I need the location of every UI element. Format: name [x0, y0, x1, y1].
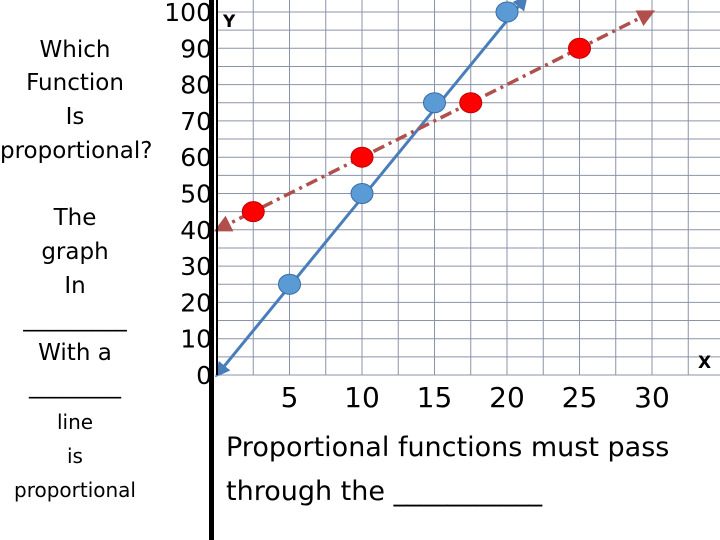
answer-line: is — [67, 444, 83, 468]
question-line: Function — [26, 70, 124, 96]
question-line: Is — [65, 104, 85, 130]
y-tick-label: 10 — [180, 325, 212, 354]
answer-line: graph — [41, 239, 109, 265]
x-tick-label: 30 — [634, 381, 670, 414]
blue-data-point — [278, 273, 301, 295]
y-tick-label: 40 — [180, 216, 212, 245]
answer-line: proportional — [14, 478, 136, 502]
question-panel: Which Function Is proportional? The grap… — [0, 0, 214, 540]
blue-data-point — [423, 92, 446, 114]
x-tick-label: 10 — [344, 381, 380, 414]
red-data-point — [350, 146, 374, 168]
question-line: proportional? — [0, 138, 153, 164]
x-tick-label: 20 — [489, 381, 525, 414]
red-data-point — [459, 92, 483, 114]
answer-blank: ________ — [29, 373, 121, 399]
x-axis-ticks: 5 10 15 20 25 30 — [281, 381, 670, 414]
answer-line: In — [64, 273, 86, 299]
answer-line: The — [53, 205, 97, 231]
x-axis-label: X — [698, 353, 711, 373]
y-tick-label: 20 — [180, 288, 212, 317]
proportional-note-line-1: Proportional functions must pass — [226, 432, 670, 463]
proportional-note-line-2: through the ___________ — [226, 476, 543, 507]
y-tick-label: 50 — [180, 180, 212, 209]
grid — [216, 0, 720, 376]
y-tick-label: 90 — [180, 34, 212, 63]
x-tick-label: 15 — [417, 381, 453, 414]
series — [213, 0, 656, 378]
blue-data-point — [495, 1, 519, 23]
answer-line: line — [56, 410, 94, 434]
question-line: Which — [39, 37, 111, 63]
y-tick-label: 30 — [180, 252, 212, 281]
y-tick-label: 80 — [180, 71, 212, 100]
answer-blank: _________ — [23, 306, 127, 332]
x-tick-label: 25 — [562, 381, 598, 414]
answer-line: With a — [38, 340, 112, 366]
y-tick-label: 70 — [180, 107, 212, 136]
y-axis-label: Y — [222, 12, 236, 32]
red-data-point — [241, 201, 265, 223]
y-axis-ticks: 0 10 20 30 40 50 60 70 80 90 100 — [164, 0, 212, 390]
red-data-point — [568, 37, 591, 59]
x-tick-label: 5 — [281, 381, 299, 414]
y-tick-label: 60 — [180, 143, 212, 172]
y-tick-label: 0 — [196, 361, 212, 390]
blue-data-point — [350, 183, 374, 204]
y-tick-label: 100 — [164, 0, 212, 27]
